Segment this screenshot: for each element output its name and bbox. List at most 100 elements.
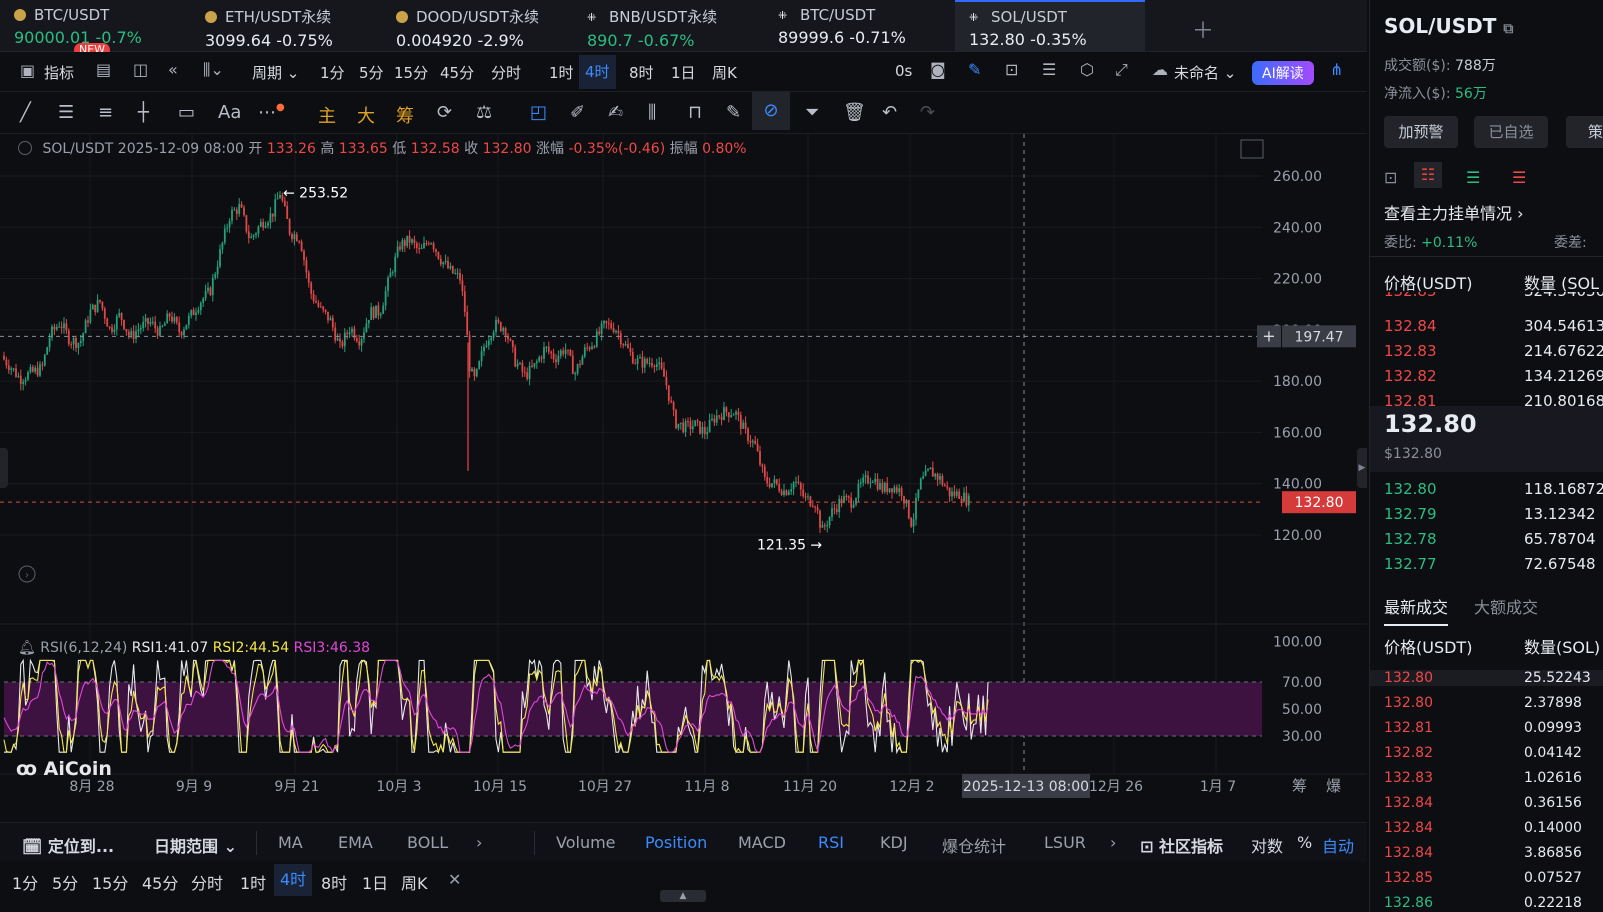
chip-axis-icon[interactable]: 筹 bbox=[1292, 777, 1307, 795]
trade-row[interactable]: 132.83 1.02616 bbox=[1384, 770, 1603, 786]
collapse-icon[interactable] bbox=[18, 141, 32, 155]
bars-icon[interactable]: ⫼ bbox=[648, 102, 657, 123]
indicator-5[interactable]: 爆仓统计 bbox=[942, 837, 1007, 856]
layout-icon[interactable]: ▤ bbox=[96, 60, 112, 79]
collapse-handle[interactable]: ▲ bbox=[660, 890, 706, 902]
interval-1时[interactable]: 1时 bbox=[549, 64, 574, 82]
symbol-tab[interactable]: BTC/USDT 90000.01 -0.7% bbox=[0, 0, 190, 52]
bottom-interval-4时[interactable]: 4时 bbox=[274, 864, 313, 896]
indicator-2[interactable]: MACD bbox=[738, 833, 786, 852]
percent-scale-button[interactable]: % bbox=[1297, 833, 1313, 852]
community-indicator-button[interactable]: ⊡ 社区指标 bbox=[1140, 837, 1223, 856]
bell-icon[interactable]: 🔔︎ bbox=[18, 640, 36, 656]
bid-row[interactable]: 132.80 118.16872 bbox=[1384, 480, 1603, 498]
share-icon[interactable]: ⋔ bbox=[1330, 60, 1344, 79]
chevron-right-icon[interactable]: › bbox=[476, 833, 483, 852]
fullscreen-icon[interactable]: ⤢ bbox=[1115, 60, 1128, 79]
chip-button[interactable]: 筹 bbox=[396, 106, 414, 127]
bottom-interval-15分[interactable]: 15分 bbox=[92, 874, 129, 893]
expand-indicator-icon[interactable] bbox=[18, 565, 36, 583]
close-icon[interactable]: ✕ bbox=[448, 870, 462, 889]
interval-1分[interactable]: 1分 bbox=[320, 64, 345, 82]
hline-tool-icon[interactable]: ┼ bbox=[138, 102, 149, 123]
settings-icon[interactable]: ⬡ bbox=[1080, 60, 1094, 79]
edit-icon[interactable]: ✎ bbox=[726, 102, 742, 123]
parallel-tool-icon[interactable]: ☰ bbox=[58, 102, 75, 123]
interval-8时[interactable]: 8时 bbox=[629, 64, 654, 82]
bottom-interval-45分[interactable]: 45分 bbox=[142, 874, 179, 893]
bottom-interval-8时[interactable]: 8时 bbox=[321, 874, 348, 893]
indicator-boll[interactable]: BOLL bbox=[407, 833, 449, 852]
price-chart[interactable]: 260.00240.00220.00200.00180.00160.00140.… bbox=[0, 134, 1367, 822]
book-both-icon[interactable]: ☷ bbox=[1414, 162, 1442, 188]
brush-icon[interactable]: ✍ bbox=[608, 102, 624, 123]
log-scale-button[interactable]: 对数 bbox=[1251, 837, 1284, 856]
left-expand-handle[interactable] bbox=[0, 448, 8, 488]
chevron-right-icon[interactable]: › bbox=[1110, 833, 1117, 852]
add-alert-button[interactable]: 加预警 bbox=[1384, 116, 1458, 148]
period-dropdown[interactable]: 周期 ⌄ bbox=[252, 64, 300, 82]
add-tab-icon[interactable]: ＋ bbox=[1192, 19, 1215, 44]
book-bids-icon[interactable]: ☰ bbox=[1466, 168, 1481, 187]
trade-row[interactable]: 132.81 0.09993 bbox=[1384, 720, 1603, 736]
locate-button[interactable]: 🗓︎ 定位到... bbox=[22, 837, 115, 856]
trade-row[interactable]: 132.84 3.86856 bbox=[1384, 845, 1603, 861]
replay-icon[interactable]: « bbox=[168, 60, 178, 79]
trade-row[interactable]: 132.82 0.04142 bbox=[1384, 745, 1603, 761]
tab-big-trades[interactable]: 大额成交 bbox=[1474, 598, 1539, 617]
lock-icon[interactable]: ⊓ bbox=[688, 102, 703, 123]
undo-icon[interactable]: ↶ bbox=[882, 102, 898, 123]
favorited-button[interactable]: 已自选 bbox=[1474, 116, 1548, 148]
indicator-icon[interactable]: ▣ bbox=[20, 61, 36, 80]
strategy-button[interactable]: 策略 bbox=[1566, 116, 1603, 148]
compare-icon[interactable]: ◫ bbox=[133, 60, 149, 79]
copy-icon[interactable]: ⧉ bbox=[1503, 21, 1514, 37]
bottom-interval-1日[interactable]: 1日 bbox=[362, 874, 389, 893]
trash-icon[interactable]: 🗑 bbox=[843, 102, 866, 123]
pencil-icon[interactable]: ✐ bbox=[570, 102, 586, 123]
indicator-3[interactable]: RSI bbox=[818, 833, 844, 852]
tab-latest-trades[interactable]: 最新成交 bbox=[1384, 594, 1449, 626]
bid-row[interactable]: 132.77 72.67548 bbox=[1384, 555, 1603, 573]
indicator-button[interactable]: 指标 bbox=[44, 64, 75, 82]
ai-analysis-button[interactable]: AI解读 bbox=[1252, 61, 1314, 85]
bottom-interval-1分[interactable]: 1分 bbox=[12, 874, 39, 893]
trade-row[interactable]: 132.80 2.37898 bbox=[1384, 695, 1603, 711]
ask-row[interactable]: 132.83 214.67622 bbox=[1384, 342, 1603, 360]
book-asks-icon[interactable]: ☰ bbox=[1512, 168, 1527, 187]
camera-icon[interactable]: ◙ bbox=[930, 60, 946, 79]
indicator-4[interactable]: KDJ bbox=[880, 833, 908, 852]
date-range-dropdown[interactable]: 日期范围 ⌄ bbox=[154, 837, 237, 856]
symbol-tab[interactable]: DOOD/USDT永续 0.004920 -2.9% bbox=[382, 0, 572, 52]
bottom-interval-周K[interactable]: 周K bbox=[401, 874, 428, 893]
rect-tool-icon[interactable]: ▭ bbox=[178, 102, 196, 123]
main-force-button[interactable]: 主 bbox=[318, 106, 336, 127]
indicator-0[interactable]: Volume bbox=[556, 833, 616, 852]
ask-row[interactable]: 132.85 324.54036 bbox=[1384, 292, 1603, 300]
line-tool-icon[interactable]: ╱ bbox=[20, 102, 31, 123]
liq-axis-icon[interactable]: 爆 bbox=[1326, 777, 1341, 795]
auto-scale-button[interactable]: 自动 bbox=[1322, 837, 1355, 856]
more-tools-icon[interactable]: ⋯● bbox=[258, 102, 285, 123]
interval-45分[interactable]: 45分 bbox=[440, 64, 475, 82]
sync-icon[interactable]: ⟳ bbox=[437, 102, 453, 123]
interval-4时[interactable]: 4时 bbox=[579, 55, 616, 89]
indicator-ema[interactable]: EMA bbox=[338, 833, 373, 852]
depth-icon[interactable]: ⊡ bbox=[1384, 168, 1398, 187]
ask-row[interactable]: 132.84 304.54613 bbox=[1384, 317, 1603, 335]
trade-row[interactable]: 132.85 0.07527 bbox=[1384, 870, 1603, 886]
trade-row[interactable]: 132.80 25.52243 bbox=[1370, 670, 1603, 686]
bottom-interval-5分[interactable]: 5分 bbox=[52, 874, 79, 893]
text-tool[interactable]: Aa bbox=[218, 102, 242, 123]
bid-row[interactable]: 132.78 65.78704 bbox=[1384, 530, 1603, 548]
symbol-tab[interactable]: ⁜ BTC/USDT 89999.6 -0.71% bbox=[764, 0, 954, 52]
crosshair-plus-icon[interactable] bbox=[1257, 325, 1281, 348]
symbol-tab[interactable]: ⁜ SOL/USDT 132.80 -0.35% bbox=[955, 0, 1145, 52]
bottom-interval-1时[interactable]: 1时 bbox=[240, 874, 267, 893]
big-order-button[interactable]: 大 bbox=[357, 106, 375, 127]
template-dropdown[interactable]: 未命名 ⌄ bbox=[1174, 64, 1237, 82]
interval-5分[interactable]: 5分 bbox=[359, 64, 384, 82]
bottom-interval-分时[interactable]: 分时 bbox=[191, 874, 224, 893]
measure-icon[interactable]: ⚖ bbox=[476, 102, 493, 123]
ask-row[interactable]: 132.81 210.80168 bbox=[1384, 392, 1603, 410]
